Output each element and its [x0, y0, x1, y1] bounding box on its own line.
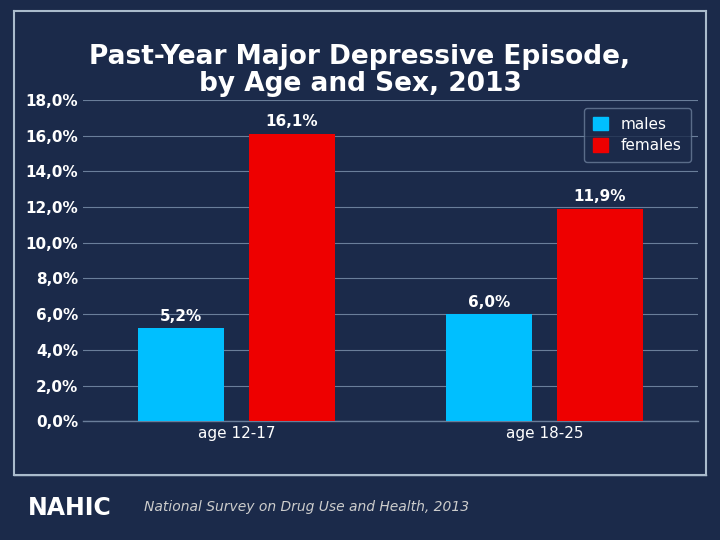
- Text: 11,9%: 11,9%: [574, 190, 626, 204]
- Text: National Survey on Drug Use and Health, 2013: National Survey on Drug Use and Health, …: [144, 500, 469, 514]
- Legend: males, females: males, females: [584, 107, 690, 162]
- Bar: [446, 314, 532, 421]
- Bar: [249, 134, 336, 421]
- Text: Past-Year Major Depressive Episode,: Past-Year Major Depressive Episode,: [89, 44, 631, 70]
- Text: by Age and Sex, 2013: by Age and Sex, 2013: [199, 71, 521, 97]
- Text: NAHIC: NAHIC: [28, 496, 112, 520]
- Text: 16,1%: 16,1%: [266, 114, 318, 130]
- Bar: [138, 328, 225, 421]
- Text: 6,0%: 6,0%: [468, 295, 510, 309]
- Text: 5,2%: 5,2%: [160, 309, 202, 324]
- Bar: [557, 209, 643, 421]
